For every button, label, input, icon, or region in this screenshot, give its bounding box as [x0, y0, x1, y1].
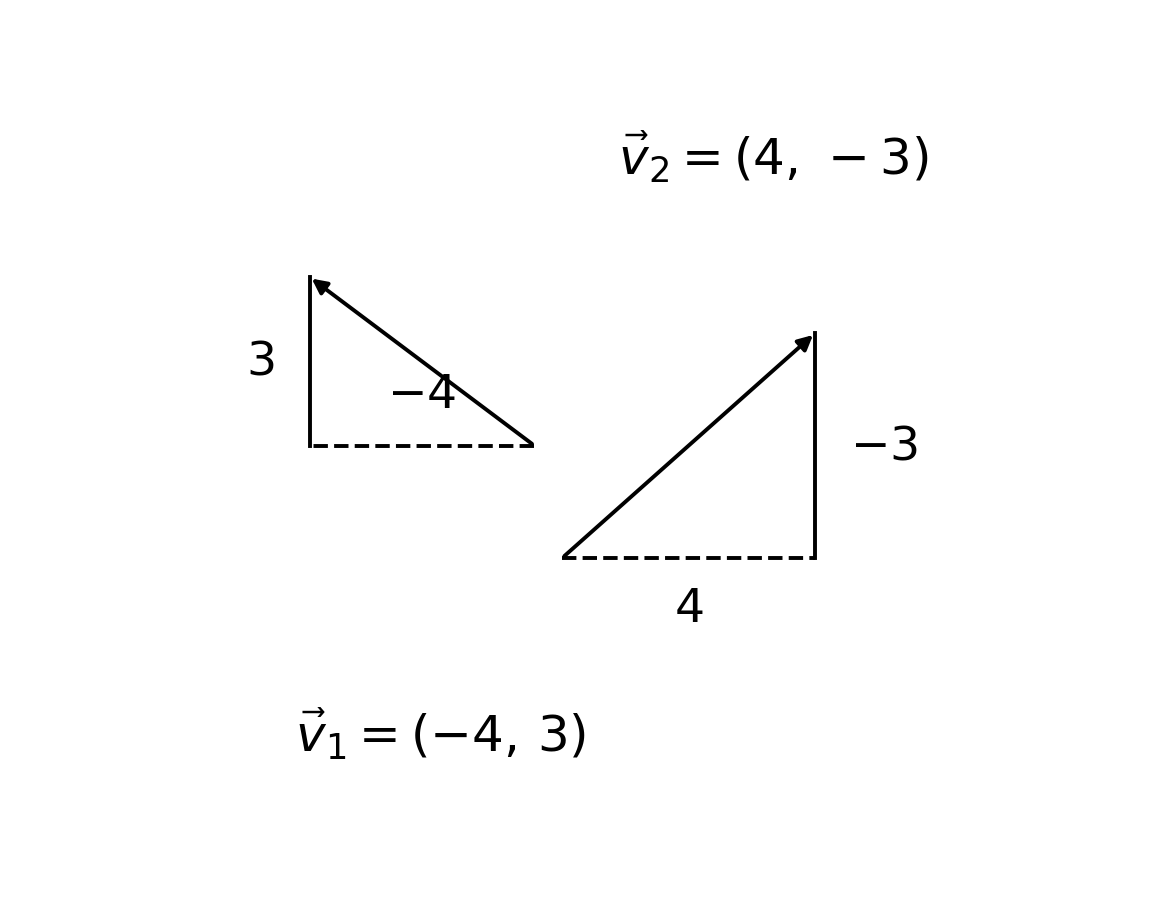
Text: $-4$: $-4$	[387, 373, 456, 418]
Text: $4$: $4$	[674, 587, 704, 631]
Text: $3$: $3$	[247, 339, 274, 384]
Text: $\vec{v}_1 = (-4,\,3)$: $\vec{v}_1 = (-4,\,3)$	[295, 706, 586, 762]
Text: $-3$: $-3$	[850, 424, 918, 468]
Text: $\vec{v}_2 = (4,\,-3)$: $\vec{v}_2 = (4,\,-3)$	[619, 130, 929, 186]
